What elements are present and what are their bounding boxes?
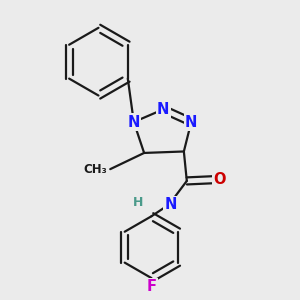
Text: N: N	[164, 197, 177, 212]
Text: O: O	[213, 172, 225, 187]
Text: N: N	[157, 102, 170, 117]
Text: H: H	[133, 196, 143, 209]
Text: N: N	[128, 115, 140, 130]
Text: F: F	[146, 279, 157, 294]
Text: N: N	[185, 115, 197, 130]
Text: CH₃: CH₃	[84, 163, 107, 176]
